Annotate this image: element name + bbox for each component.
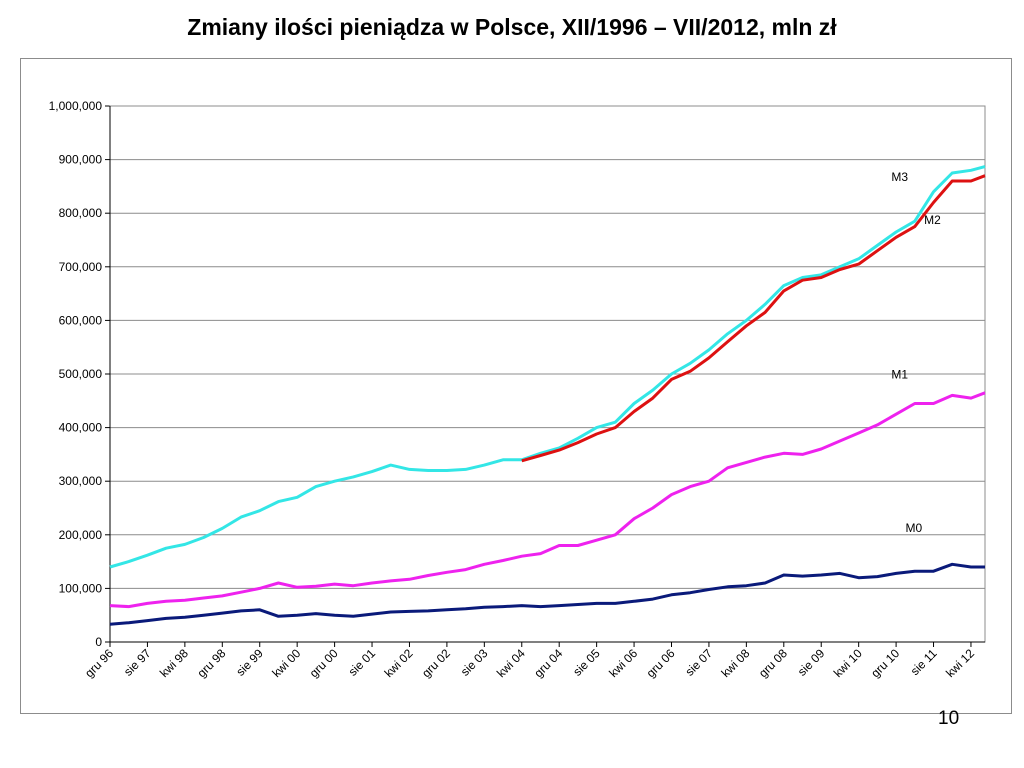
x-tick-label: kwi 06 xyxy=(606,646,640,680)
slide-number: 10 xyxy=(938,708,960,729)
x-tick-label: gru 10 xyxy=(868,646,902,680)
series-label-m1: M1 xyxy=(891,367,908,381)
series-label-m0: M0 xyxy=(905,521,922,535)
series-line-m0 xyxy=(109,562,985,626)
x-tick-label: gru 98 xyxy=(194,646,228,680)
y-tick-label: 800,000 xyxy=(59,206,103,220)
x-tick-label: gru 06 xyxy=(644,646,678,680)
series-line-m2 xyxy=(521,174,986,463)
chart-frame: 0 100,000 200,000 300,000 400,000 500,000 600,… xyxy=(20,58,1012,714)
series-line-m1 xyxy=(109,391,986,609)
x-tick-label: gru 02 xyxy=(419,646,453,680)
y-tick-label: 700,000 xyxy=(59,260,103,274)
x-tick-label: kwi 10 xyxy=(831,646,865,680)
x-tick-label: kwi 04 xyxy=(494,646,528,680)
x-tick-label: sie 05 xyxy=(570,646,603,679)
x-tick-label: gru 04 xyxy=(531,646,565,680)
x-tick-label: sie 03 xyxy=(458,646,491,679)
y-tick-label: 500,000 xyxy=(59,367,103,381)
y-tick-label: 400,000 xyxy=(59,421,103,435)
line-chart: 0 100,000 200,000 300,000 400,000 500,000 600,… xyxy=(49,99,986,680)
y-tick-label: 200,000 xyxy=(59,528,103,542)
series-label-m2: M2 xyxy=(924,213,941,227)
x-tick-label: sie 09 xyxy=(795,646,828,679)
x-tick-label: sie 01 xyxy=(346,646,379,679)
x-tick-label: kwi 98 xyxy=(157,646,191,680)
x-tick-label: sie 07 xyxy=(683,646,716,679)
x-tick-label: gru 96 xyxy=(82,646,116,680)
x-tick-label: sie 99 xyxy=(233,646,266,679)
y-tick-label: 600,000 xyxy=(59,313,103,327)
x-tick-label: sie 97 xyxy=(121,646,154,679)
x-tick-label: kwi 12 xyxy=(943,646,977,680)
y-tick-label: 900,000 xyxy=(59,153,103,167)
y-tick-label: 0 xyxy=(95,635,102,649)
x-tick-label: gru 08 xyxy=(756,646,790,680)
x-tick-label: kwi 00 xyxy=(269,646,303,680)
series-label-m3: M3 xyxy=(891,170,908,184)
x-tick-label: sie 11 xyxy=(908,646,940,678)
x-tick-label: gru 00 xyxy=(307,646,341,680)
x-tick-label: kwi 02 xyxy=(382,646,416,680)
y-tick-label: 100,000 xyxy=(59,581,103,595)
series-line-m3 xyxy=(109,165,986,569)
slide-title: Zmiany ilości pieniądza w Polsce, XII/19… xyxy=(187,14,837,40)
y-tick-label: 1,000,000 xyxy=(49,99,103,113)
x-tick-label: kwi 08 xyxy=(719,646,753,680)
y-tick-label: 300,000 xyxy=(59,474,103,488)
